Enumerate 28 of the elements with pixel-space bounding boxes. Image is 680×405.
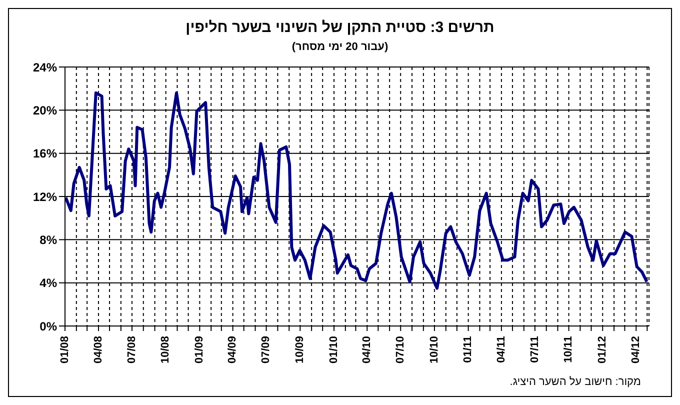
x-tick-label: 01/08	[58, 336, 71, 364]
y-tick-label: 20%	[32, 103, 58, 118]
y-tick-label: 24%	[32, 60, 58, 74]
y-tick-label: 12%	[32, 190, 58, 204]
chart-subtitle: (עבור 20 ימי מסחר)	[290, 41, 390, 53]
x-tick-label: 04/08	[92, 336, 104, 364]
x-tick-label: 07/08	[126, 336, 138, 364]
y-tick-label: 0%	[40, 319, 58, 334]
x-tick-label: 07/10	[394, 336, 407, 364]
x-tick-label: 10/11	[562, 336, 575, 363]
y-tick-label: 4%	[40, 276, 58, 290]
text: מקור: חישוב על השער היציג.	[510, 376, 641, 388]
x-tick-label: 04/09	[226, 336, 239, 364]
y-tick-label: 16%	[32, 146, 58, 161]
chart-title: תרשים 3: סטיית התקן של השינוי בשער חליפין	[184, 19, 496, 36]
x-tick-label: 01/12	[596, 336, 609, 364]
x-tick-label: 04/10	[361, 336, 374, 364]
x-tick-label: 07/09	[260, 336, 272, 364]
x-tick-label: 01/10	[328, 336, 340, 364]
y-tick-label: 8%	[40, 232, 58, 247]
x-tick-label: 04/12	[630, 336, 642, 364]
x-tick-label: 01/09	[194, 336, 206, 364]
x-tick-label: 10/08	[160, 336, 172, 364]
x-tick-label: 01/11	[462, 336, 474, 363]
x-tick-label: 10/10	[428, 336, 440, 364]
x-tick-label: 07/11	[528, 336, 541, 363]
x-tick-label: 10/09	[294, 336, 306, 364]
x-tick-label: 04/11	[495, 336, 508, 363]
